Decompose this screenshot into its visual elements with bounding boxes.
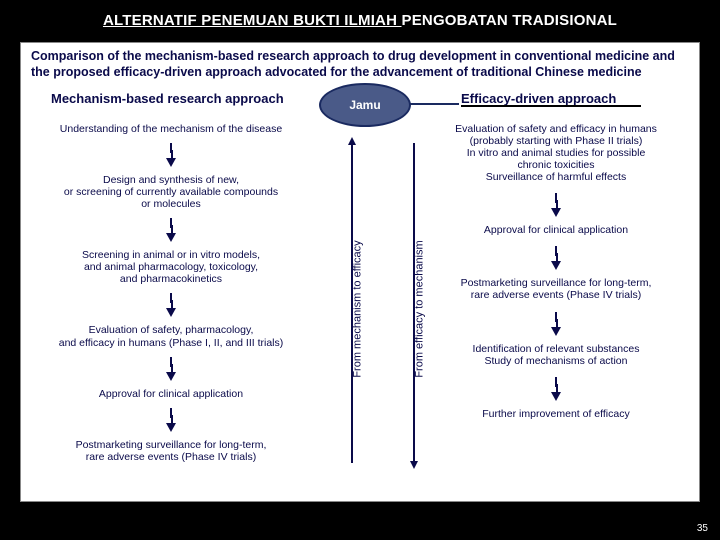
right-column: Evaluation of safety and efficacy in hum… xyxy=(421,121,691,426)
flow-step: Approval for clinical application xyxy=(480,222,632,238)
right-column-heading: Efficacy-driven approach xyxy=(461,91,616,106)
vertical-arrow-down xyxy=(410,461,418,469)
arrow-down-icon xyxy=(551,327,561,336)
arrow-down-icon xyxy=(166,158,176,167)
flow-step: Evaluation of safety, pharmacology,and e… xyxy=(55,322,288,350)
vertical-label-left: From mechanism to efficacy xyxy=(352,240,364,377)
arrow-down-icon xyxy=(551,392,561,401)
slide-title-underlined: ALTERNATIF PENEMUAN BUKTI ILMIAH xyxy=(103,12,402,29)
flow-step: Postmarketing surveillance for long-term… xyxy=(72,437,271,465)
right-heading-underline xyxy=(461,105,641,107)
flow-step: Screening in animal or in vitro models,a… xyxy=(78,247,264,287)
flow-step: Further improvement of efficacy xyxy=(478,406,633,422)
arrow-down-icon xyxy=(166,233,176,242)
arrow-down-icon xyxy=(166,308,176,317)
flow-step: Evaluation of safety and efficacy in hum… xyxy=(451,121,661,185)
flow-step: Design and synthesis of new,or screening… xyxy=(60,172,282,212)
flow-step: Understanding of the mechanism of the di… xyxy=(56,121,286,137)
left-column: Understanding of the mechanism of the di… xyxy=(31,121,311,467)
jamu-label: Jamu xyxy=(349,98,380,112)
page-number: 35 xyxy=(697,523,708,534)
jamu-oval: Jamu xyxy=(319,83,411,127)
left-column-heading: Mechanism-based research approach xyxy=(51,91,284,106)
jamu-connector-line xyxy=(409,103,459,105)
arrow-down-icon xyxy=(551,261,561,270)
flow-step: Identification of relevant substancesStu… xyxy=(469,341,644,369)
flow-step: Approval for clinical application xyxy=(95,386,247,402)
arrow-down-icon xyxy=(551,208,561,217)
comparison-title: Comparison of the mechanism-based resear… xyxy=(21,49,699,80)
slide-title-rest: PENGOBATAN TRADISIONAL xyxy=(402,12,618,29)
slide-title: ALTERNATIF PENEMUAN BUKTI ILMIAH PENGOBA… xyxy=(0,0,720,37)
arrow-down-icon xyxy=(166,372,176,381)
arrow-down-icon xyxy=(166,423,176,432)
diagram-panel: Comparison of the mechanism-based resear… xyxy=(20,42,700,502)
flow-step: Postmarketing surveillance for long-term… xyxy=(457,275,656,303)
vertical-arrow-up xyxy=(348,137,356,145)
